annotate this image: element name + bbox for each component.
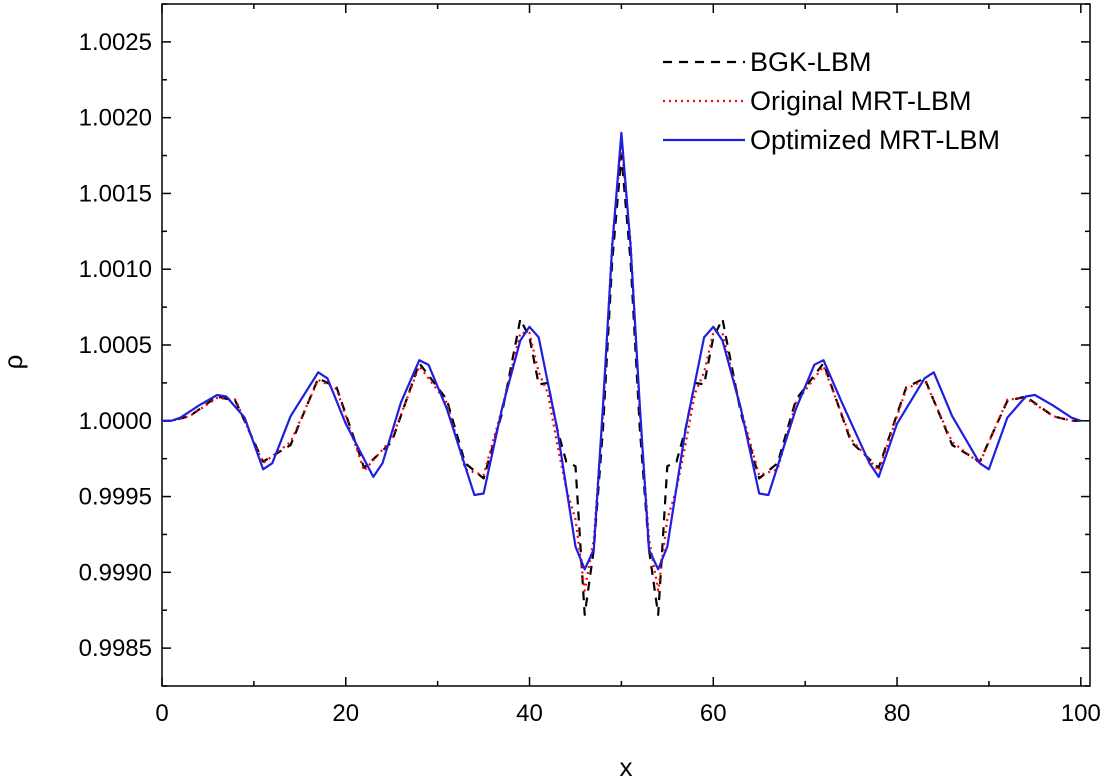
y-tick-label: 1.0020 — [79, 105, 152, 132]
series-line-optimized-mrt-lbm — [162, 131, 1082, 571]
y-tick-label: 1.0025 — [79, 29, 152, 56]
x-tick-label: 80 — [884, 700, 911, 727]
x-tick-label: 60 — [700, 700, 727, 727]
series-line-original-mrt-lbm — [162, 143, 1081, 592]
legend-label: Optimized MRT-LBM — [750, 125, 1000, 155]
series-lines — [162, 131, 1082, 616]
y-tick-label: 1.0015 — [79, 180, 152, 207]
y-tick-label: 1.0005 — [79, 332, 152, 359]
legend-label: Original MRT-LBM — [750, 86, 972, 116]
legend: BGK-LBM Original MRT-LBM Optimized MRT-LBM — [663, 47, 1000, 155]
x-tick-label: 100 — [1061, 700, 1101, 727]
axis-ticks: 0 20 40 60 80 100 0.9985 0.9990 0.9995 1.0000 1.00… — [79, 3, 1101, 727]
y-axis-title: ρ — [0, 355, 28, 370]
y-tick-label: 0.9990 — [79, 559, 152, 586]
y-tick-label: 0.9995 — [79, 484, 152, 511]
legend-label: BGK-LBM — [750, 47, 872, 77]
series-line-bgk-lbm — [162, 154, 1081, 616]
x-tick-label: 40 — [516, 700, 543, 727]
x-axis-title: x — [620, 752, 633, 781]
y-tick-label: 1.0010 — [79, 256, 152, 283]
x-tick-label: 20 — [332, 700, 359, 727]
x-tick-label: 0 — [155, 700, 168, 727]
y-tick-label: 0.9985 — [79, 635, 152, 662]
y-tick-label: 1.0000 — [79, 408, 152, 435]
